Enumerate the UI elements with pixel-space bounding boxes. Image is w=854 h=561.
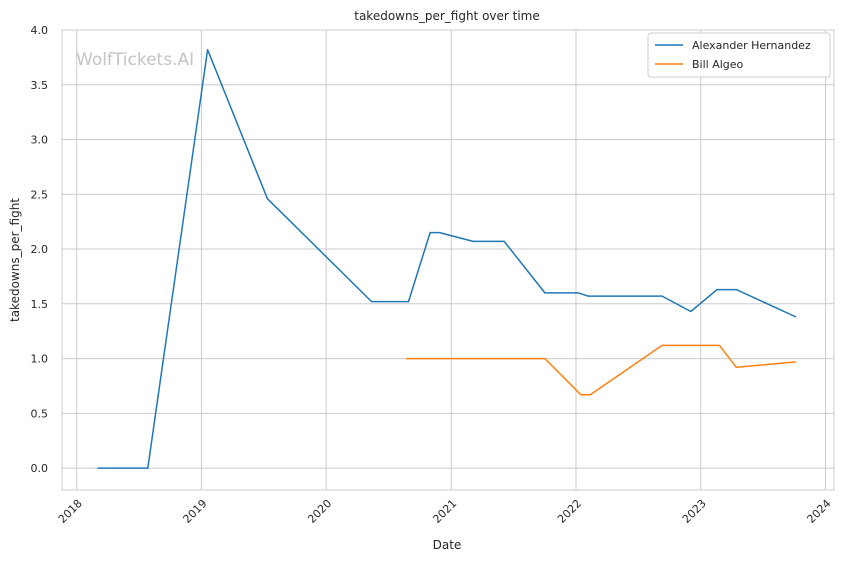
watermark: WolfTickets.AI [76, 50, 194, 70]
y-tick-label: 3.5 [31, 79, 49, 92]
y-tick-label: 3.0 [31, 134, 49, 147]
plot-frame [61, 29, 835, 491]
y-tick-label: 1.0 [31, 353, 49, 366]
grid [62, 29, 834, 490]
y-tick-label: 0.5 [31, 407, 49, 420]
y-tick-label: 2.0 [31, 243, 49, 256]
series-line-0 [97, 48, 797, 469]
y-tick-label: 4.0 [31, 24, 49, 37]
legend-entry-0: Alexander Hernandez [692, 39, 811, 52]
x-axis-label: Date [433, 538, 462, 552]
chart-title: takedowns_per_fight over time [354, 9, 540, 23]
x-tick-label: 2023 [680, 497, 709, 526]
series-line-1 [406, 344, 797, 396]
x-tick-labels: 2018 2019 2020 2021 2022 2023 2024 [56, 497, 834, 526]
y-tick-labels: 0.0 0.5 1.0 1.5 2.0 2.5 3.0 3.5 4.0 [31, 24, 49, 475]
x-tick-label: 2022 [555, 497, 584, 526]
legend-box [647, 32, 831, 78]
x-tick-label: 2021 [430, 497, 459, 526]
x-tick-label: 2020 [305, 497, 334, 526]
y-axis-label: takedowns_per_fight [8, 198, 22, 322]
legend-entry-1: Bill Algeo [692, 58, 744, 71]
x-tick-label: 2019 [181, 497, 210, 526]
legend: Alexander Hernandez Bill Algeo [647, 32, 831, 78]
y-tick-label: 2.5 [31, 188, 49, 201]
y-tick-label: 1.5 [31, 298, 49, 311]
x-tick-label: 2024 [805, 497, 834, 526]
series-lines [97, 48, 797, 469]
y-tick-label: 0.0 [31, 462, 49, 475]
x-tick-label: 2018 [56, 497, 85, 526]
